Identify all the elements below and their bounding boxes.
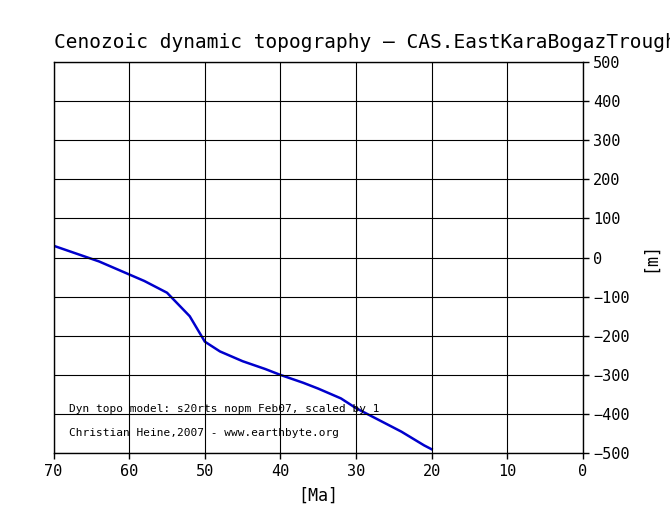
Text: Dyn topo model: s20rts_nopm_Feb07, scaled by 1: Dyn topo model: s20rts_nopm_Feb07, scale… <box>70 403 380 414</box>
X-axis label: [Ma]: [Ma] <box>298 487 338 505</box>
Y-axis label: [m]: [m] <box>641 243 659 272</box>
Text: Christian Heine,2007 - www.earthbyte.org: Christian Heine,2007 - www.earthbyte.org <box>70 427 340 438</box>
Text: Cenozoic dynamic topography – CAS.EastKaraBogazTrough: Cenozoic dynamic topography – CAS.EastKa… <box>54 33 670 52</box>
